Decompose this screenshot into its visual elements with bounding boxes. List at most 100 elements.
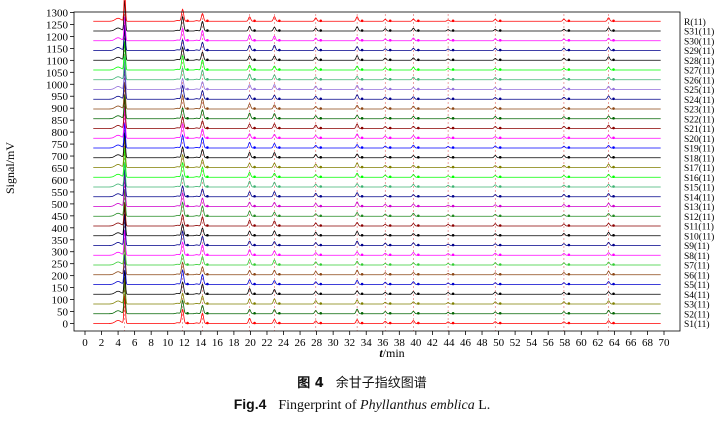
trace-s111 <box>93 295 661 324</box>
peak-marker <box>206 214 209 218</box>
peak-marker <box>567 292 571 296</box>
peak-marker <box>612 68 615 71</box>
x-tick-label-9: 18 <box>228 337 240 349</box>
x-tick-label-20: 40 <box>410 337 422 349</box>
peak-marker <box>417 243 420 247</box>
peak-marker <box>319 48 323 52</box>
y-tick-label-14: 700 <box>52 151 69 163</box>
legend-label-s211: S2(11) <box>684 309 710 320</box>
peak-marker <box>567 29 571 32</box>
peak-marker <box>417 292 420 296</box>
trace-s2711 <box>93 41 661 71</box>
x-tick-label-30: 60 <box>576 337 588 349</box>
peak-marker <box>498 87 502 91</box>
x-tick-label-0: 0 <box>82 337 88 349</box>
peak-marker <box>417 136 420 140</box>
peak-marker <box>612 321 615 325</box>
trace-s911 <box>93 214 661 246</box>
peak-marker <box>451 126 455 130</box>
y-tick-label-8: 400 <box>52 223 69 235</box>
trace-s1611 <box>93 148 661 178</box>
peak-marker <box>186 19 189 23</box>
x-tick-label-23: 46 <box>460 337 472 349</box>
peak-marker <box>567 136 571 140</box>
peak-marker <box>206 126 209 130</box>
peak-marker <box>498 243 502 247</box>
peak-marker <box>186 194 189 198</box>
peak-marker <box>253 107 256 110</box>
peak-marker <box>253 155 256 159</box>
peak-marker <box>319 185 323 188</box>
peak-marker <box>612 224 615 227</box>
trace-s1411 <box>93 169 661 198</box>
peak-marker <box>319 38 323 42</box>
y-tick-label-25: 1250 <box>46 19 69 31</box>
peak-marker <box>278 165 281 169</box>
peak-marker <box>417 19 420 23</box>
peak-marker <box>186 214 189 218</box>
peak-marker <box>253 302 256 305</box>
peak-marker <box>206 29 209 32</box>
peak-marker <box>186 311 189 315</box>
peak-marker <box>278 282 281 286</box>
caption-en-figure-number: Fig.4 <box>233 396 267 412</box>
peak-marker <box>278 272 281 276</box>
peak-marker <box>388 233 392 237</box>
peak-marker <box>498 311 502 315</box>
trace-s2411 <box>93 67 661 100</box>
y-tick-label-10: 500 <box>52 199 69 211</box>
x-tick-label-11: 22 <box>261 337 272 349</box>
peak-marker <box>451 48 455 52</box>
y-axis-label: Signal/mV <box>3 142 17 194</box>
peak-marker <box>388 185 392 188</box>
peak-marker <box>360 97 364 101</box>
peak-marker <box>498 233 502 237</box>
peak-marker <box>567 77 571 81</box>
peak-marker <box>186 97 189 101</box>
peak-marker <box>253 48 256 52</box>
peak-marker <box>278 194 281 198</box>
peak-marker <box>388 107 392 110</box>
peak-marker <box>451 175 455 179</box>
peak-marker <box>360 204 364 208</box>
peak-marker <box>567 155 571 159</box>
legend-label-s1911: S19(11) <box>684 144 714 155</box>
x-tick-label-35: 70 <box>659 337 671 349</box>
y-tick-label-11: 550 <box>52 187 69 199</box>
peak-marker <box>319 194 323 198</box>
x-tick-label-26: 52 <box>510 337 521 349</box>
peak-marker <box>417 214 420 218</box>
peak-marker <box>319 214 323 218</box>
peak-marker <box>388 253 392 257</box>
peak-marker <box>186 116 189 120</box>
peak-marker <box>186 77 189 81</box>
peak-marker <box>186 185 189 188</box>
legend-label-s2811: S28(11) <box>684 56 714 67</box>
peak-marker <box>278 77 281 81</box>
peak-marker <box>319 58 323 62</box>
peak-marker <box>253 214 256 218</box>
peak-marker <box>360 19 364 23</box>
peak-marker <box>498 292 502 296</box>
x-tick-label-3: 6 <box>132 337 138 349</box>
peak-marker <box>253 282 256 286</box>
peak-marker <box>567 38 571 42</box>
legend-label-s1111: S11(11) <box>684 222 714 233</box>
trace-r11 <box>93 0 661 22</box>
peak-marker <box>186 136 189 140</box>
peak-marker <box>319 107 323 110</box>
peak-marker <box>451 321 455 325</box>
peak-marker <box>319 175 323 179</box>
peak-marker <box>498 107 502 110</box>
peak-marker <box>253 77 256 81</box>
peak-marker <box>360 29 364 32</box>
peak-marker <box>253 29 256 32</box>
peak-marker <box>278 292 281 296</box>
peak-marker <box>451 263 455 266</box>
peak-marker <box>388 175 392 179</box>
legend-label-s1211: S12(11) <box>684 212 714 223</box>
peak-marker <box>319 253 323 257</box>
peak-marker <box>186 175 189 179</box>
peak-marker <box>278 302 281 305</box>
